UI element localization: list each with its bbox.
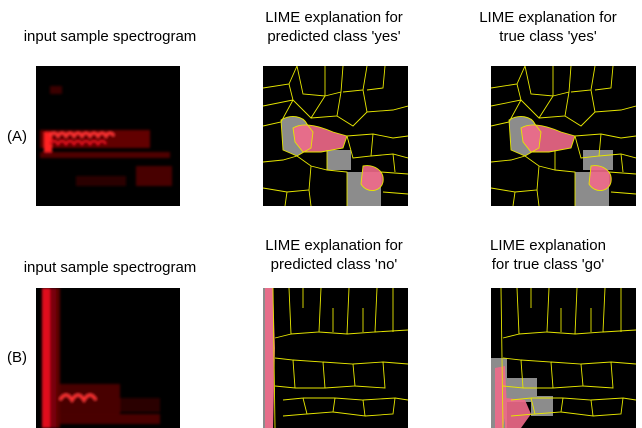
row-a-lime-true (491, 66, 636, 206)
row-b-col2-title-line1: LIME explanation for (265, 237, 403, 254)
row-b-label: (B) (7, 349, 27, 366)
row-a-input-spectrogram (36, 66, 180, 206)
row-b-col3-title-line1: LIME explanation (490, 237, 606, 254)
row-a-lime-predicted (263, 66, 408, 206)
row-a-col1-title: input sample spectrogram (23, 28, 197, 45)
row-a-col2-title-line1: LIME explanation for (265, 9, 403, 26)
row-a-col3-title-line1: LIME explanation for (479, 9, 617, 26)
row-a-col3-title: LIME explanation for true class 'yes' (454, 8, 642, 46)
row-b-col3-title-line2: for true class 'go' (491, 256, 605, 273)
row-a-col2-title-line2: predicted class 'yes' (267, 28, 401, 45)
row-a-col2-title: LIME explanation for predicted class 'ye… (226, 8, 442, 46)
row-a-col3-title-line2: true class 'yes' (499, 28, 597, 45)
row-b-lime-predicted (263, 288, 408, 428)
row-b-col1-title: input sample spectrogram (23, 259, 197, 276)
row-b-col2-title: LIME explanation for predicted class 'no… (226, 236, 442, 274)
row-b-col2-title-line2: predicted class 'no' (270, 256, 398, 273)
row-b-lime-true (491, 288, 636, 428)
row-b-col3-title: LIME explanation for true class 'go' (454, 236, 642, 274)
row-a-label: (A) (7, 128, 27, 145)
row-b-input-spectrogram (36, 288, 180, 428)
